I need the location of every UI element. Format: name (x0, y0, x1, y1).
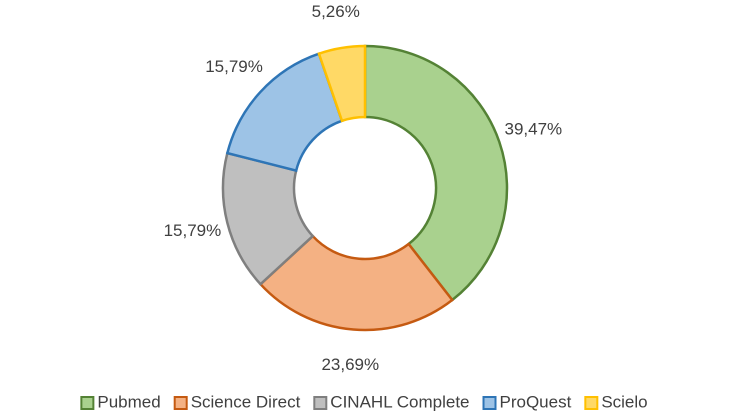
slice (317, 44, 367, 123)
data-label: 15,79% (164, 221, 222, 240)
slice (363, 44, 509, 302)
legend-swatch (173, 396, 188, 410)
legend-label: Scielo (601, 392, 647, 411)
legend: Pubmed Science Direct CINAHL Complete ProQu… (80, 392, 648, 411)
legend-swatch (80, 396, 95, 410)
legend-swatch (584, 396, 599, 410)
legend-swatch (313, 396, 328, 410)
slice (258, 234, 454, 332)
legend-label: CINAHL Complete (330, 392, 469, 411)
data-label: 23,69% (321, 355, 379, 374)
legend-swatch (482, 396, 497, 410)
data-label: 15,79% (205, 57, 263, 76)
legend-label: ProQuest (500, 392, 572, 411)
legend-label: Pubmed (97, 392, 160, 411)
data-label: 5,26% (312, 2, 360, 21)
legend-label: Science Direct (191, 392, 301, 411)
data-label: 39,47% (505, 120, 563, 139)
